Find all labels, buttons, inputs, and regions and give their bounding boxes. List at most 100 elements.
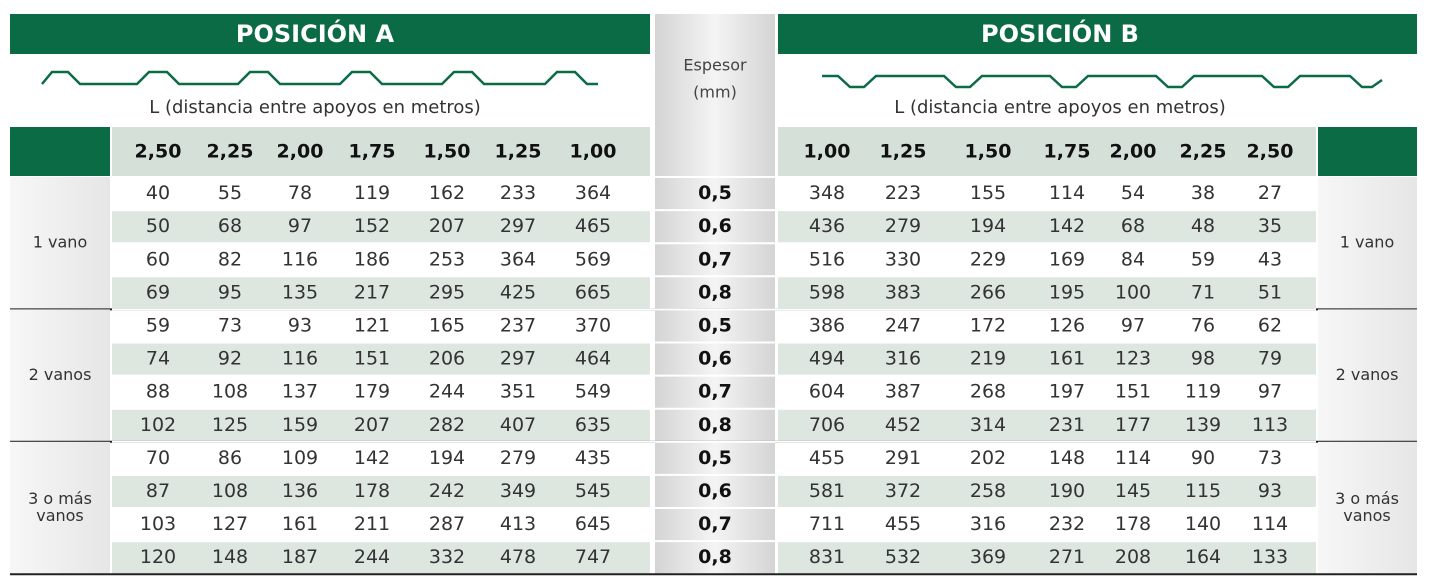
cell: 162	[429, 182, 465, 204]
cell: 74	[146, 348, 170, 370]
group-label: 2 vanos	[29, 365, 92, 384]
cell: 97	[288, 215, 312, 237]
cell: 125	[212, 414, 248, 436]
cell: 90	[1191, 447, 1215, 469]
cell: 545	[575, 480, 611, 502]
cell: 186	[354, 248, 390, 270]
group-label: 2 vanos	[1336, 365, 1399, 384]
cell: 253	[429, 248, 465, 270]
cell: 148	[212, 546, 248, 568]
cell: 100	[1115, 281, 1151, 303]
cell: 55	[218, 182, 242, 204]
span-header: 2,25	[1180, 141, 1227, 163]
cell: 142	[354, 447, 390, 469]
thickness: 0,8	[698, 546, 732, 568]
cell: 387	[885, 381, 921, 403]
thickness: 0,6	[698, 480, 732, 502]
span-header: 2,50	[1247, 141, 1294, 163]
span-caption: L (distancia entre apoyos en metros)	[149, 97, 481, 118]
cell: 172	[970, 314, 1006, 336]
cell: 178	[1115, 513, 1151, 535]
cell: 115	[1185, 480, 1221, 502]
row-shade	[112, 276, 650, 310]
row-shade	[778, 276, 1316, 310]
thickness: 0,7	[698, 513, 732, 535]
profile-b	[822, 74, 1383, 89]
cell: 48	[1191, 215, 1215, 237]
thickness-header-bg	[655, 14, 775, 176]
cell: 98	[1191, 348, 1215, 370]
span-header: 1,25	[495, 141, 542, 163]
thickness: 0,8	[698, 281, 732, 303]
cell: 242	[429, 480, 465, 502]
span-header: 1,00	[804, 141, 851, 163]
thickness-header: (mm)	[693, 83, 737, 102]
group-label: vanos	[36, 506, 84, 525]
group-label-bg	[10, 441, 110, 575]
cell: 233	[500, 182, 536, 204]
cell: 549	[575, 381, 611, 403]
cell: 314	[970, 414, 1006, 436]
cell: 140	[1185, 513, 1221, 535]
cell: 455	[809, 447, 845, 469]
cell: 59	[146, 314, 170, 336]
row-shade	[778, 408, 1316, 442]
span-header: 2,00	[277, 141, 324, 163]
cell: 386	[809, 314, 845, 336]
cell: 86	[218, 447, 242, 469]
cell: 452	[885, 414, 921, 436]
cell: 244	[354, 546, 390, 568]
cell: 287	[429, 513, 465, 535]
cell: 232	[1049, 513, 1085, 535]
group-label: 3 o más	[28, 489, 92, 508]
cell: 268	[970, 381, 1006, 403]
cell: 665	[575, 281, 611, 303]
cell: 164	[1185, 546, 1221, 568]
cell: 60	[146, 248, 170, 270]
group-label-bg	[1318, 309, 1417, 442]
cell: 711	[809, 513, 845, 535]
cell: 231	[1049, 414, 1085, 436]
cell: 108	[212, 480, 248, 502]
cell: 82	[218, 248, 242, 270]
cell: 145	[1115, 480, 1151, 502]
cell: 177	[1115, 414, 1151, 436]
cell: 247	[885, 314, 921, 336]
group-label-bg	[1318, 177, 1417, 310]
cell: 40	[146, 182, 170, 204]
cell: 97	[1258, 381, 1282, 403]
header-corner	[10, 127, 110, 176]
cell: 194	[970, 215, 1006, 237]
cell: 114	[1049, 182, 1085, 204]
group-label-bg	[10, 309, 110, 442]
span-header: 1,00	[570, 141, 617, 163]
cell: 135	[282, 281, 318, 303]
cell: 258	[970, 480, 1006, 502]
cell: 50	[146, 215, 170, 237]
cell: 297	[500, 215, 536, 237]
cell: 435	[575, 447, 611, 469]
row-shade	[112, 474, 650, 508]
cell: 706	[809, 414, 845, 436]
cell: 68	[218, 215, 242, 237]
cell: 161	[282, 513, 318, 535]
cell: 207	[354, 414, 390, 436]
cell: 70	[146, 447, 170, 469]
group-label-bg	[10, 177, 110, 310]
cell: 120	[140, 546, 176, 568]
header-bar	[778, 14, 1417, 54]
span-header: 2,00	[1110, 141, 1157, 163]
cell: 116	[282, 248, 318, 270]
row-shade	[778, 474, 1316, 508]
cell: 364	[575, 182, 611, 204]
cell: 195	[1049, 281, 1085, 303]
row-shade	[778, 210, 1316, 244]
thickness: 0,5	[698, 447, 732, 469]
cell: 219	[970, 348, 1006, 370]
cell: 237	[500, 314, 536, 336]
cell: 148	[1049, 447, 1085, 469]
cell: 119	[1185, 381, 1221, 403]
cell: 133	[1252, 546, 1288, 568]
group-label: vanos	[1343, 506, 1391, 525]
